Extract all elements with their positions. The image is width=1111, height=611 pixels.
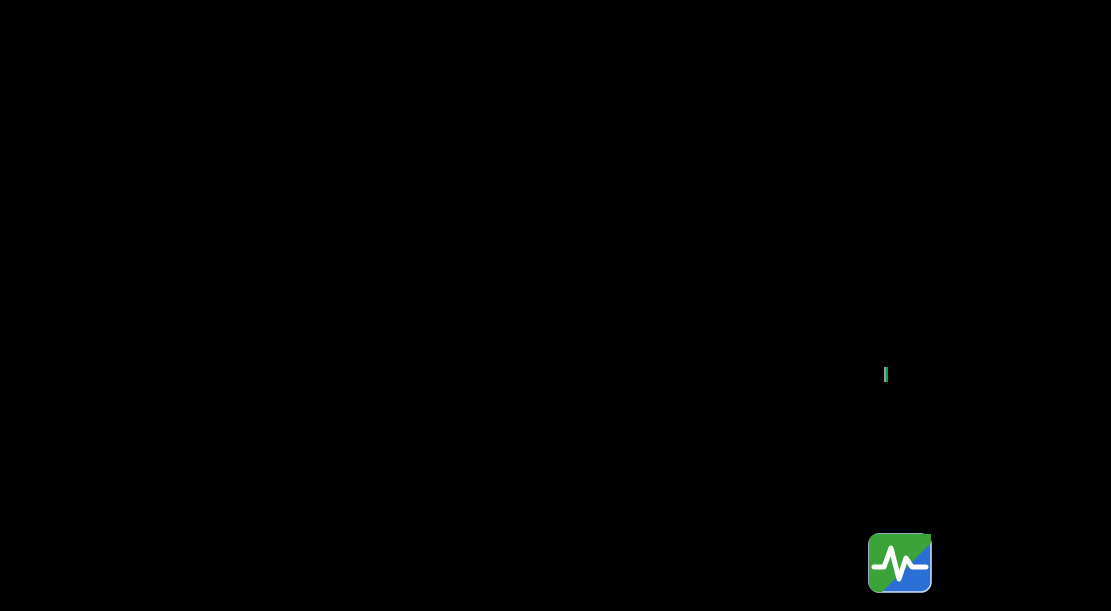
bang-die-marker xyxy=(884,363,888,382)
logo-pulse-icon xyxy=(868,533,932,593)
pivot-label-left xyxy=(48,448,53,463)
die-char xyxy=(886,367,888,382)
bang-char xyxy=(884,367,886,382)
site-logo[interactable] xyxy=(868,533,1111,611)
pivot-stars-left xyxy=(48,448,53,463)
